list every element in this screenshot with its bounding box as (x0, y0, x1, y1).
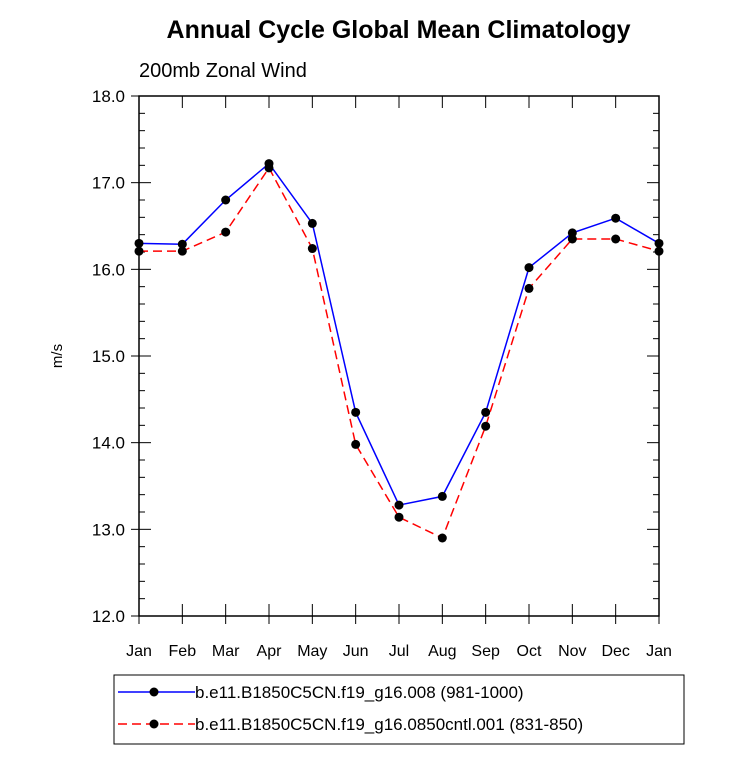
x-tick-label: Jan (126, 643, 152, 660)
x-tick-label: Feb (169, 643, 197, 660)
x-tick-label: Aug (428, 643, 456, 660)
legend-marker-2 (149, 719, 159, 729)
data-point-series-1 (394, 500, 404, 510)
x-tick-label: Sep (471, 643, 500, 660)
series-line-2 (139, 166, 660, 540)
series-line-1 (138, 162, 660, 506)
data-point-series-2 (221, 227, 231, 237)
data-point-series-1 (134, 238, 144, 248)
x-tick-label: Jul (389, 643, 409, 660)
x-tick-label: Dec (601, 643, 629, 660)
legend-box (113, 674, 685, 745)
x-tick-label: Nov (558, 643, 586, 660)
legend: b.e11.B1850C5CN.f19_g16.008 (981-1000) b.… (113, 674, 685, 745)
data-point-series-1 (307, 218, 317, 228)
data-point-series-1 (177, 239, 187, 249)
data-point-series-1 (437, 491, 447, 501)
x-tick-label: Jun (343, 643, 369, 660)
y-tick-label: 16.0 (92, 260, 125, 279)
y-tick-label: 18.0 (92, 87, 125, 106)
x-tick-label: Oct (517, 643, 542, 660)
data-point-series-2 (654, 246, 664, 256)
data-point-series-1 (611, 213, 621, 223)
legend-label-1: b.e11.B1850C5CN.f19_g16.008 (981-1000) (195, 683, 524, 702)
y-tick-label: 14.0 (92, 434, 125, 453)
chart-title: Annual Cycle Global Mean Climatology (166, 16, 631, 44)
data-point-series-2 (394, 512, 404, 522)
x-tick-label: Mar (212, 643, 240, 660)
data-point-series-2 (437, 533, 447, 543)
data-point-series-1 (481, 407, 491, 417)
data-point-series-2 (134, 246, 144, 256)
series-layer (134, 159, 664, 543)
data-point-series-1 (221, 195, 231, 205)
data-point-series-1 (524, 263, 534, 273)
data-point-series-2 (524, 283, 534, 293)
data-point-series-2 (177, 246, 187, 256)
x-tick-label: Jan (646, 643, 672, 660)
y-axis-title: m/s (49, 344, 66, 368)
data-point-series-2 (307, 244, 317, 254)
data-point-series-2 (264, 163, 274, 173)
plot-frame (138, 95, 660, 617)
legend-label-2: b.e11.B1850C5CN.f19_g16.0850cntl.001 (83… (195, 715, 583, 734)
data-point-series-2 (611, 234, 621, 244)
data-point-series-1 (654, 238, 664, 248)
x-tick-label: May (297, 643, 327, 660)
chart-subtitle: 200mb Zonal Wind (139, 60, 307, 82)
data-point-series-2 (351, 439, 361, 449)
legend-marker-1 (149, 687, 159, 697)
y-tick-label: 12.0 (92, 607, 125, 626)
y-tick-label: 17.0 (92, 174, 125, 193)
y-tick-label: 15.0 (92, 347, 125, 366)
x-tick-label: Apr (257, 643, 283, 660)
data-point-series-2 (481, 421, 491, 431)
plot-axes: 12.0 13.0 14.0 15.0 16.0 17.0 18.0 Jan Feb Mar Apr… (49, 87, 672, 660)
data-point-series-1 (351, 407, 361, 417)
y-tick-label: 13.0 (92, 520, 125, 539)
data-point-series-2 (567, 234, 577, 244)
